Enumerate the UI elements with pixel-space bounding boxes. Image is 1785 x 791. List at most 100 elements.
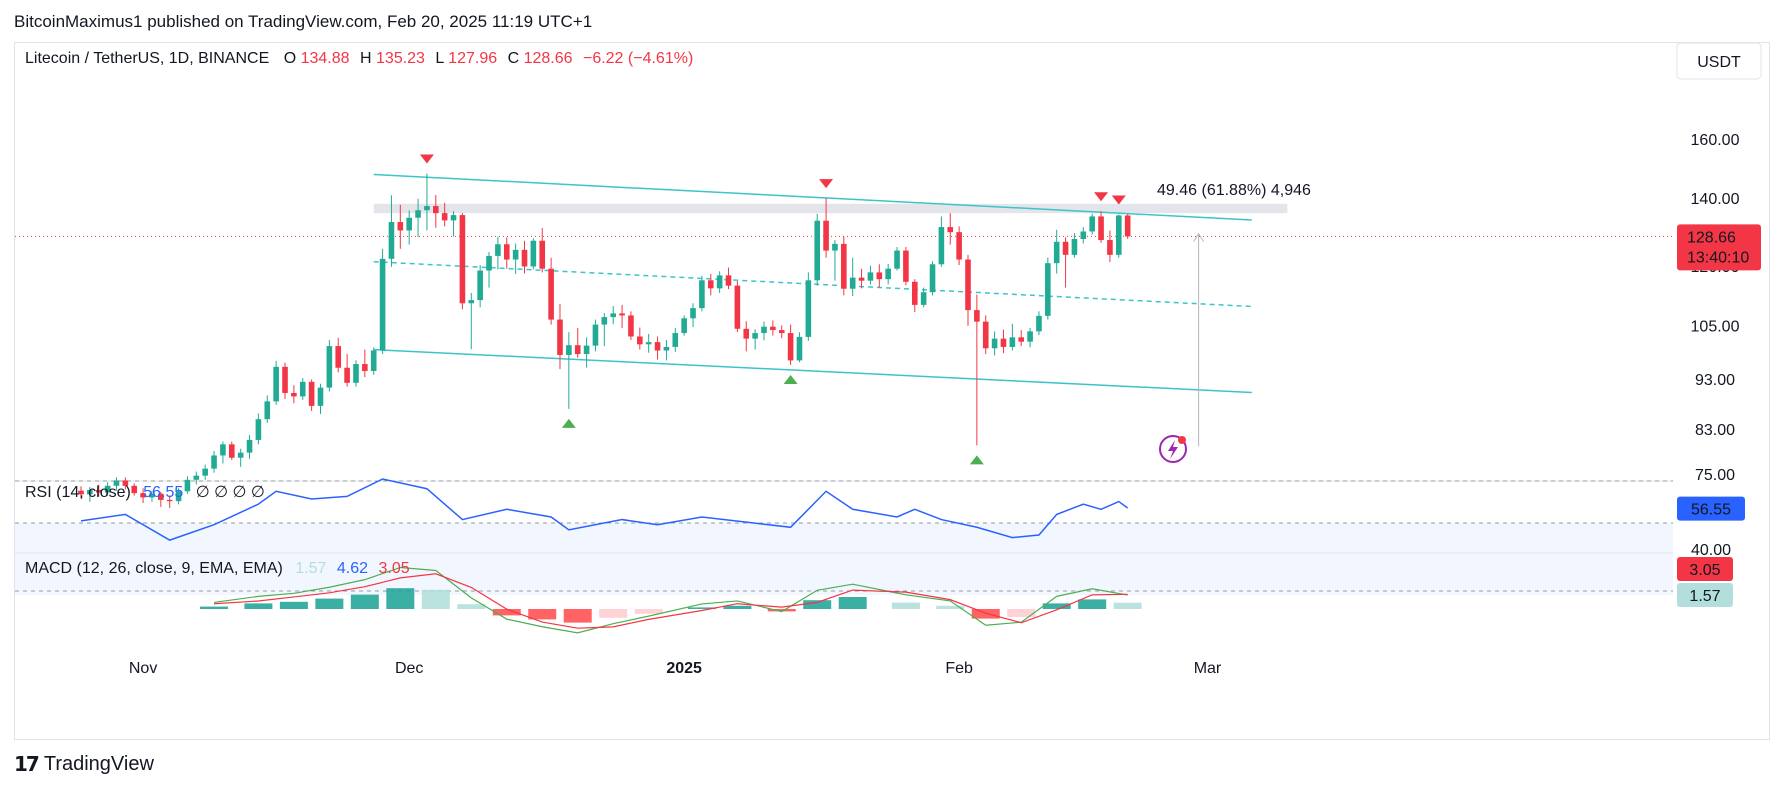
price-chart[interactable]: 160.00140.00120.00105.0093.0083.0075.001…	[15, 43, 1771, 741]
macd-histogram-bar	[563, 609, 592, 623]
time-axis-tick: Dec	[395, 660, 423, 677]
candle-body	[388, 222, 395, 259]
candle-body	[716, 275, 723, 289]
candle-body	[317, 387, 324, 406]
channel-line-upper	[373, 173, 1252, 221]
candle-body	[663, 346, 670, 351]
candle-body	[1027, 331, 1033, 342]
candle-body	[654, 342, 661, 351]
rsi-axis-tick: 40.00	[1691, 542, 1731, 559]
candle-body	[725, 275, 732, 286]
price-axis-tick: 105.00	[1691, 318, 1740, 335]
candle-body	[574, 345, 581, 355]
macd-histogram-bar	[723, 605, 752, 609]
candle-body	[415, 210, 421, 218]
candle-body	[477, 270, 483, 301]
candle-body	[903, 250, 909, 282]
chart-frame[interactable]: 160.00140.00120.00105.0093.0083.0075.001…	[14, 42, 1770, 740]
candle-body	[149, 493, 155, 498]
time-axis-tick: Nov	[129, 660, 157, 677]
candle-body	[1071, 239, 1078, 255]
candle-body	[370, 350, 377, 371]
candle-body	[787, 333, 794, 361]
macd-histogram-bar	[634, 609, 663, 614]
time-axis-tick: Feb	[945, 660, 973, 677]
candle-body	[140, 493, 146, 498]
candle-body	[273, 366, 279, 402]
macd-legend: MACD (12, 26, close, 9, EMA, EMA)	[25, 560, 283, 577]
candle-body	[734, 285, 741, 329]
lightning-icon[interactable]	[1159, 435, 1187, 463]
candle-body	[530, 240, 537, 267]
tradingview-logo[interactable]: 17 TradingView	[14, 752, 154, 776]
axis-layer: 160.00140.00120.00105.0093.0083.0075.001…	[129, 132, 1761, 677]
candle-body	[335, 346, 342, 368]
candle-body	[956, 232, 962, 260]
low-value: 127.96	[448, 50, 497, 67]
candle-body	[770, 326, 776, 331]
candle-body	[743, 328, 750, 339]
tradingview-mark-icon: 17	[14, 752, 40, 776]
candle-body	[78, 490, 84, 495]
candle-body	[282, 366, 288, 393]
candle-body	[1107, 240, 1113, 255]
macd-histogram-bar	[315, 598, 344, 609]
macd-histogram-bar	[492, 609, 521, 616]
candle-body	[1124, 215, 1131, 237]
candle-body	[362, 364, 368, 371]
currency-button[interactable]: USDT	[1676, 43, 1762, 80]
macd-histogram-bar	[1042, 603, 1071, 609]
open-value: 134.88	[301, 50, 350, 67]
macd-histogram-bar	[244, 603, 273, 609]
signal-line	[214, 573, 1128, 629]
candle-body	[193, 475, 200, 480]
rsi-legend-value: 56.55	[143, 484, 183, 501]
macd-histogram-bar	[599, 609, 628, 618]
measure-label: 49.46 (61.88%) 4,946	[1157, 182, 1311, 199]
macd-signal-tag-text: 3.05	[1689, 562, 1720, 579]
candle-body	[486, 255, 492, 271]
candle-body	[122, 480, 129, 486]
candle-body	[87, 490, 93, 495]
macd-legend-signal: 3.05	[379, 560, 410, 577]
top-marker	[1111, 195, 1126, 205]
time-axis-tick: 2025	[666, 660, 702, 677]
candle-body	[246, 439, 253, 453]
macd-legend-hist: 1.57	[295, 560, 326, 577]
candle-body	[308, 381, 315, 406]
rsi-band-background	[15, 523, 1673, 595]
candle-body	[503, 244, 510, 260]
macd-histogram-bar	[936, 605, 965, 609]
macd-histogram-bar	[1113, 602, 1142, 609]
macd-histogram-bar	[350, 594, 379, 609]
candle-body	[104, 485, 111, 493]
candle-body	[885, 268, 891, 280]
price-axis-tick: 83.00	[1695, 422, 1735, 439]
candle-body	[1009, 337, 1016, 347]
top-marker	[419, 154, 434, 164]
resistance-zone	[373, 203, 1288, 214]
macd-line	[213, 566, 1128, 634]
rsi-legend: RSI (14, close)	[25, 484, 131, 501]
high-value: 135.23	[376, 50, 425, 67]
candle-body	[326, 346, 333, 388]
candle-body	[592, 324, 599, 346]
candle-body	[867, 272, 874, 281]
candle-body	[566, 345, 572, 355]
candle-body	[450, 215, 457, 221]
candle-body	[619, 313, 625, 316]
macd-histogram-bar	[803, 600, 832, 609]
candle-body	[707, 280, 714, 289]
candle-body	[974, 310, 980, 322]
candle-body	[1018, 337, 1025, 342]
candle-body	[823, 220, 829, 251]
candle-body	[778, 330, 785, 334]
candle-body	[495, 244, 501, 256]
candle-body	[938, 227, 945, 265]
candle-body	[610, 313, 616, 318]
candle-body	[982, 321, 989, 349]
rsi-value-tag-text: 56.55	[1691, 502, 1731, 519]
svg-text:RSI (14, close) 56.55: RSI (14, close) 56.55 ∅ ∅ ∅ ∅	[25, 484, 265, 501]
macd-histogram-bar	[687, 607, 716, 609]
price-axis-tick: 140.00	[1691, 191, 1740, 208]
